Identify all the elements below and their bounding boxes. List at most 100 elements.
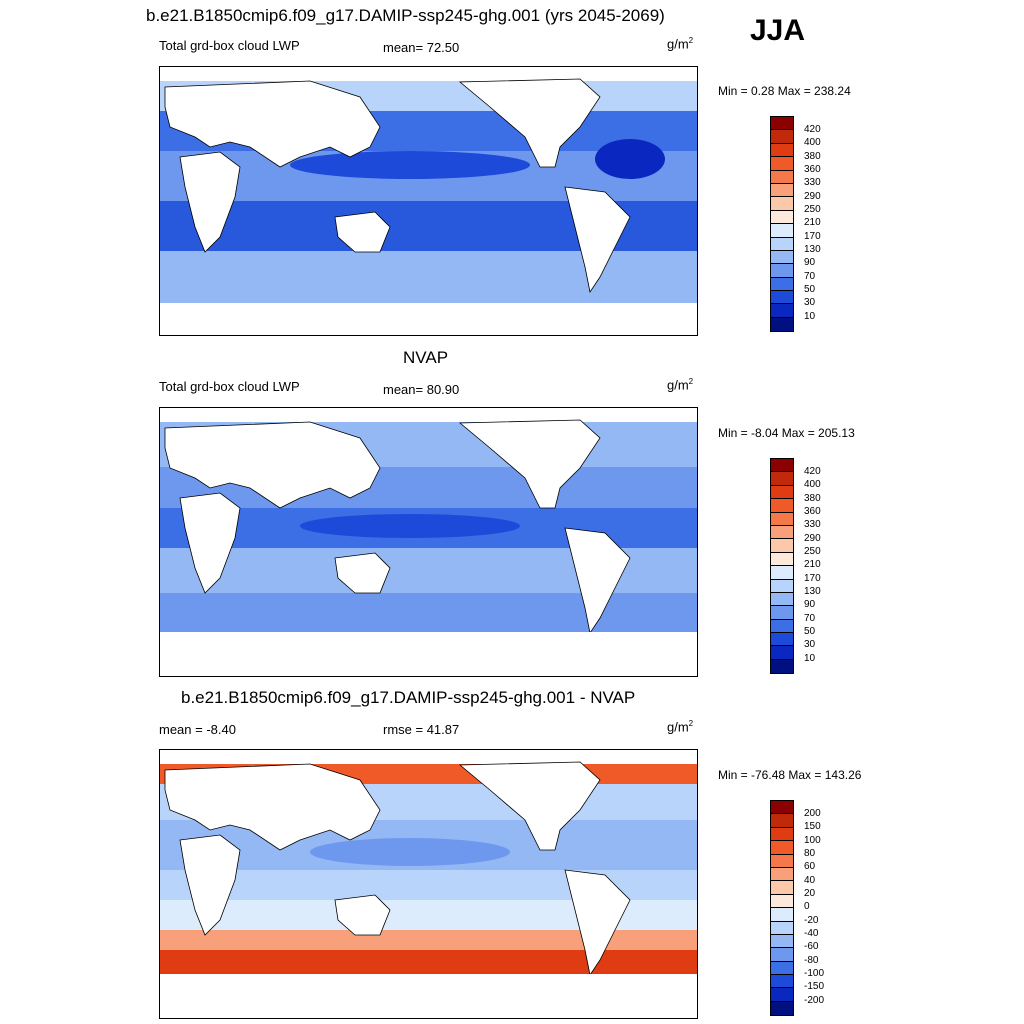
panel2-colorbar — [770, 458, 794, 675]
colorbar-label: 330 — [804, 177, 821, 188]
continent-australia — [334, 894, 391, 936]
panel3-map — [159, 749, 698, 1019]
colorbar-swatch — [771, 841, 793, 855]
continent-antarctica — [160, 632, 697, 676]
colorbar-swatch — [771, 619, 793, 634]
colorbar-label: -80 — [804, 955, 819, 966]
colorbar-swatch — [771, 934, 793, 949]
panel3-map-svg — [160, 761, 697, 1018]
colorbar-label: 70 — [804, 613, 816, 624]
colorbar-label: 290 — [804, 191, 821, 202]
colorbar-label: 380 — [804, 151, 821, 162]
colorbar-label: 40 — [804, 875, 816, 886]
colorbar-swatch — [771, 814, 793, 828]
colorbar-swatch — [771, 908, 793, 922]
panel2-mean-label: mean= 80.90 — [383, 382, 460, 397]
colorbar-swatch — [771, 827, 793, 842]
colorbar-swatch — [771, 633, 793, 647]
colorbar-label: 60 — [804, 861, 816, 872]
colorbar-swatch — [771, 210, 793, 225]
colorbar-label: 10 — [804, 311, 816, 322]
colorbar-label: 250 — [804, 546, 821, 557]
continent-eurasia — [164, 421, 381, 509]
difference-minimum — [310, 838, 510, 866]
panel1-minmax: Min = 0.28 Max = 238.24 — [718, 84, 851, 98]
panel2-units: g/m2 — [667, 377, 694, 393]
continent-antarctica — [160, 974, 697, 1018]
colorbar-swatch — [771, 988, 793, 1002]
colorbar-label: 250 — [804, 204, 821, 215]
colorbar-swatch — [771, 304, 793, 318]
panel1-units: g/m2 — [667, 36, 694, 52]
colorbar-swatch — [771, 552, 793, 567]
colorbar-swatch — [771, 237, 793, 251]
continent-australia — [334, 552, 391, 594]
colorbar-label: 360 — [804, 164, 821, 175]
colorbar-swatch — [771, 592, 793, 607]
ocean-band-southern — [160, 251, 697, 303]
colorbar-swatch — [771, 894, 793, 909]
colorbar-swatch — [771, 499, 793, 513]
colorbar-label: -200 — [804, 995, 825, 1006]
colorbar-label: 30 — [804, 639, 816, 650]
colorbar-swatch — [771, 117, 793, 131]
panel1-colorbar — [770, 116, 794, 333]
panel3-units: g/m2 — [667, 719, 694, 735]
colorbar-swatch — [771, 921, 793, 935]
continent-north-america — [458, 761, 601, 851]
colorbar-label: 380 — [804, 493, 821, 504]
colorbar-label: 100 — [804, 835, 821, 846]
continent-antarctica — [160, 303, 697, 335]
colorbar-swatch — [771, 801, 793, 815]
colorbar-swatch — [771, 459, 793, 473]
colorbar-label: 30 — [804, 297, 816, 308]
panel1-map — [159, 66, 698, 336]
colorbar-swatch — [771, 170, 793, 184]
colorbar-label: -60 — [804, 941, 819, 952]
ocean-maximum — [300, 514, 520, 538]
continent-africa — [179, 834, 241, 936]
panel2-map — [159, 407, 698, 677]
colorbar-label: 80 — [804, 848, 816, 859]
colorbar-label: 170 — [804, 231, 821, 242]
colorbar-swatch — [771, 539, 793, 553]
continent-north-america — [458, 78, 601, 168]
colorbar-label: -40 — [804, 928, 819, 939]
panel2-left-label: Total grd-box cloud LWP — [159, 379, 300, 394]
panel3-rmse-label: rmse = 41.87 — [383, 722, 460, 737]
panel1-mean-label: mean= 72.50 — [383, 40, 460, 55]
colorbar-label: 290 — [804, 533, 821, 544]
colorbar-label: 200 — [804, 808, 821, 819]
continent-eurasia — [164, 80, 381, 168]
difference-band-southern-max — [160, 950, 697, 974]
colorbar-label: 50 — [804, 626, 816, 637]
colorbar-label: 150 — [804, 821, 821, 832]
colorbar-label: 330 — [804, 519, 821, 530]
colorbar-label: 130 — [804, 244, 821, 255]
panel1-title: b.e21.B1850cmip6.f09_g17.DAMIP-ssp245-gh… — [146, 6, 665, 25]
colorbar-swatch — [771, 512, 793, 526]
difference-band-southern — [160, 930, 697, 950]
ocean-maximum — [595, 139, 665, 179]
colorbar-swatch — [771, 291, 793, 305]
colorbar-swatch — [771, 317, 793, 332]
colorbar-label: 130 — [804, 586, 821, 597]
ocean-band-southern — [160, 593, 697, 632]
colorbar-swatch — [771, 961, 793, 976]
colorbar-swatch — [771, 646, 793, 660]
colorbar-swatch — [771, 975, 793, 989]
colorbar-label: -100 — [804, 968, 825, 979]
colorbar-swatch — [771, 472, 793, 486]
colorbar-swatch — [771, 197, 793, 211]
panel3-mean-label: mean = -8.40 — [159, 722, 236, 737]
continent-africa — [179, 492, 241, 594]
colorbar-swatch — [771, 485, 793, 500]
colorbar-label: -20 — [804, 915, 819, 926]
colorbar-label: 90 — [804, 257, 816, 268]
colorbar-label: 0 — [804, 901, 810, 912]
colorbar-label: 50 — [804, 284, 816, 295]
continent-south-america — [564, 186, 631, 294]
colorbar-swatch — [771, 130, 793, 144]
season-label: JJA — [750, 14, 806, 47]
colorbar-swatch — [771, 1001, 793, 1016]
